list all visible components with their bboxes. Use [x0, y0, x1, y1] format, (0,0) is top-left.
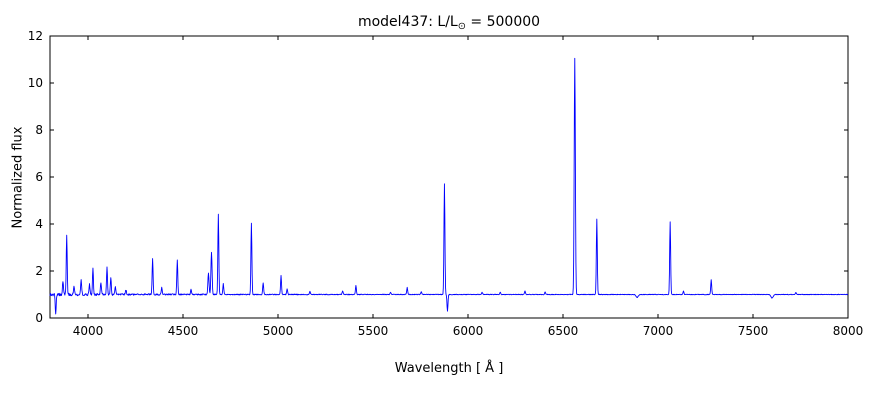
- y-tick-label: 10: [28, 76, 43, 90]
- x-tick-label: 7000: [643, 324, 674, 338]
- x-tick-label: 4500: [168, 324, 199, 338]
- y-tick-label: 6: [35, 170, 43, 184]
- y-axis-label: Normalized flux: [10, 126, 26, 229]
- chart-title: model437: L/L⊙ = 500000: [50, 14, 848, 32]
- x-tick-label: 5500: [358, 324, 389, 338]
- y-tick-label: 0: [35, 311, 43, 325]
- x-tick-label: 7500: [738, 324, 769, 338]
- chart-title-suffix: = 500000: [465, 14, 541, 30]
- x-tick-label: 6500: [548, 324, 579, 338]
- x-tick-label: 5000: [263, 324, 294, 338]
- sun-symbol: ⊙: [457, 21, 466, 32]
- x-tick-label: 4000: [73, 324, 104, 338]
- chart-title-prefix: model437: L/L: [357, 14, 458, 30]
- x-tick-label: 6000: [453, 324, 484, 338]
- spectrum-line: [49, 57, 849, 315]
- x-axis-label: Wavelength [ Å ]: [394, 361, 504, 376]
- y-tick-label: 4: [35, 217, 43, 231]
- y-tick-label: 12: [28, 29, 43, 43]
- x-tick-label: 8000: [833, 324, 864, 338]
- y-tick-label: 8: [35, 123, 43, 137]
- axes-frame: [49, 35, 849, 319]
- y-tick-label: 2: [35, 264, 43, 278]
